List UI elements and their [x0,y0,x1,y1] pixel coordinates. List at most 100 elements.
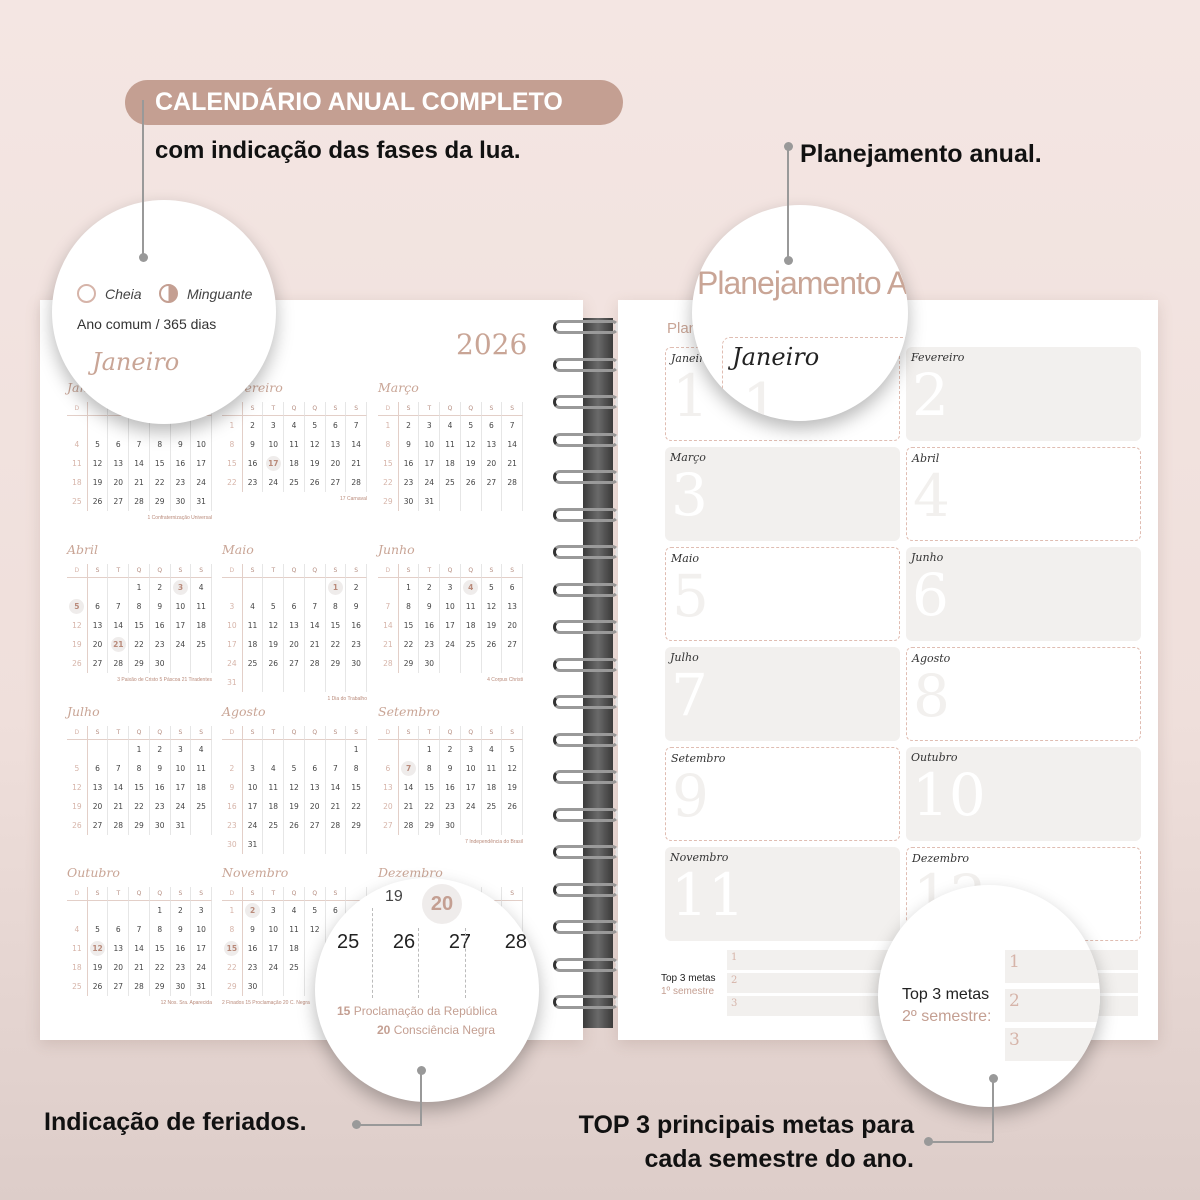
calendar-day[interactable]: 21 [378,635,399,654]
calendar-day[interactable]: 24 [222,654,243,673]
calendar-day[interactable]: 19 [482,616,503,635]
calendar-day[interactable]: 3 [419,416,441,435]
calendar-day[interactable]: 5 [67,759,88,778]
calendar-day[interactable]: 21 [108,635,130,654]
calendar-day[interactable]: 19 [88,473,109,492]
calendar-day[interactable]: 7 [305,597,326,616]
calendar-day[interactable]: 29 [346,816,367,835]
calendar-day[interactable]: 18 [284,939,305,958]
calendar-day[interactable]: 5 [67,597,88,616]
calendar-day[interactable]: 21 [305,635,326,654]
calendar-day[interactable]: 27 [326,473,347,492]
planner-month-box[interactable]: Julho 7 [665,647,900,741]
calendar-day[interactable]: 11 [67,454,88,473]
calendar-day[interactable]: 5 [263,597,285,616]
calendar-day[interactable]: 6 [108,435,130,454]
calendar-day[interactable]: 15 [129,616,150,635]
calendar-day[interactable]: 25 [440,473,461,492]
calendar-day[interactable]: 30 [222,835,243,854]
calendar-day[interactable]: 8 [419,759,441,778]
calendar-day[interactable]: 30 [150,654,171,673]
calendar-day[interactable]: 12 [88,939,109,958]
calendar-day[interactable]: 25 [284,473,305,492]
calendar-day[interactable]: 30 [171,492,192,511]
calendar-day[interactable]: 24 [419,473,441,492]
calendar-day[interactable]: 27 [482,473,503,492]
calendar-day[interactable]: 4 [243,597,264,616]
calendar-day[interactable]: 14 [326,778,347,797]
calendar-day[interactable]: 12 [67,778,88,797]
calendar-day[interactable]: 29 [326,654,347,673]
calendar-day[interactable]: 5 [482,578,503,597]
calendar-day[interactable]: 7 [129,920,150,939]
calendar-day[interactable]: 14 [305,616,326,635]
calendar-day[interactable]: 21 [502,454,523,473]
calendar-day[interactable]: 3 [222,597,243,616]
calendar-day[interactable]: 13 [88,778,109,797]
calendar-day[interactable]: 6 [326,416,347,435]
calendar-day[interactable]: 27 [88,816,109,835]
calendar-day[interactable]: 18 [67,473,88,492]
calendar-day[interactable]: 21 [108,797,130,816]
calendar-day[interactable]: 13 [88,616,109,635]
calendar-day[interactable]: 28 [305,654,326,673]
calendar-day[interactable]: 16 [150,616,171,635]
calendar-day[interactable]: 16 [243,454,264,473]
calendar-day[interactable]: 18 [440,454,461,473]
calendar-day[interactable]: 3 [171,740,192,759]
calendar-day[interactable]: 30 [440,816,461,835]
calendar-day[interactable]: 15 [150,939,171,958]
calendar-day[interactable]: 24 [171,635,192,654]
calendar-day[interactable]: 27 [108,492,130,511]
calendar-day[interactable]: 11 [243,616,264,635]
calendar-day[interactable]: 24 [171,797,192,816]
calendar-day[interactable]: 31 [171,816,192,835]
calendar-day[interactable]: 26 [88,492,109,511]
calendar-day[interactable]: 14 [502,435,523,454]
calendar-day[interactable]: 17 [171,616,192,635]
calendar-day[interactable]: 9 [243,435,264,454]
calendar-day[interactable]: 9 [171,435,192,454]
calendar-day[interactable]: 13 [284,616,305,635]
calendar-day[interactable]: 15 [222,939,243,958]
calendar-day[interactable]: 31 [191,977,212,996]
calendar-day[interactable]: 20 [502,616,523,635]
calendar-day[interactable]: 13 [378,778,399,797]
calendar-day[interactable]: 17 [222,635,243,654]
calendar-day[interactable]: 18 [191,616,212,635]
calendar-day[interactable]: 10 [243,778,264,797]
calendar-day[interactable]: 11 [191,597,212,616]
planner-month-box[interactable]: Junho 6 [906,547,1141,641]
calendar-day[interactable]: 6 [482,416,503,435]
planner-month-box[interactable]: Agosto 8 [906,647,1141,741]
calendar-day[interactable]: 27 [305,816,326,835]
calendar-day[interactable]: 26 [461,473,482,492]
calendar-day[interactable]: 23 [150,797,171,816]
calendar-day[interactable]: 15 [129,778,150,797]
calendar-day[interactable]: 2 [243,416,264,435]
calendar-day[interactable]: 29 [399,654,420,673]
calendar-day[interactable]: 11 [461,597,482,616]
calendar-day[interactable]: 8 [222,920,243,939]
calendar-day[interactable]: 13 [108,454,130,473]
calendar-day[interactable]: 19 [284,797,305,816]
calendar-day[interactable]: 2 [440,740,461,759]
calendar-day[interactable]: 28 [326,816,347,835]
calendar-day[interactable]: 10 [263,435,285,454]
calendar-day[interactable]: 9 [440,759,461,778]
calendar-day[interactable]: 28 [399,816,420,835]
planner-month-box[interactable]: Abril 4 [906,447,1141,541]
calendar-day[interactable]: 15 [222,454,243,473]
calendar-day[interactable]: 31 [222,673,243,692]
calendar-day[interactable]: 23 [222,816,243,835]
calendar-day[interactable]: 14 [346,435,367,454]
calendar-day[interactable]: 11 [440,435,461,454]
calendar-day[interactable]: 7 [346,416,367,435]
calendar-day[interactable]: 8 [326,597,347,616]
calendar-day[interactable]: 28 [108,654,130,673]
calendar-day[interactable]: 29 [419,816,441,835]
calendar-day[interactable]: 17 [263,939,285,958]
calendar-day[interactable]: 18 [191,778,212,797]
calendar-day[interactable]: 16 [440,778,461,797]
calendar-day[interactable]: 12 [305,920,326,939]
